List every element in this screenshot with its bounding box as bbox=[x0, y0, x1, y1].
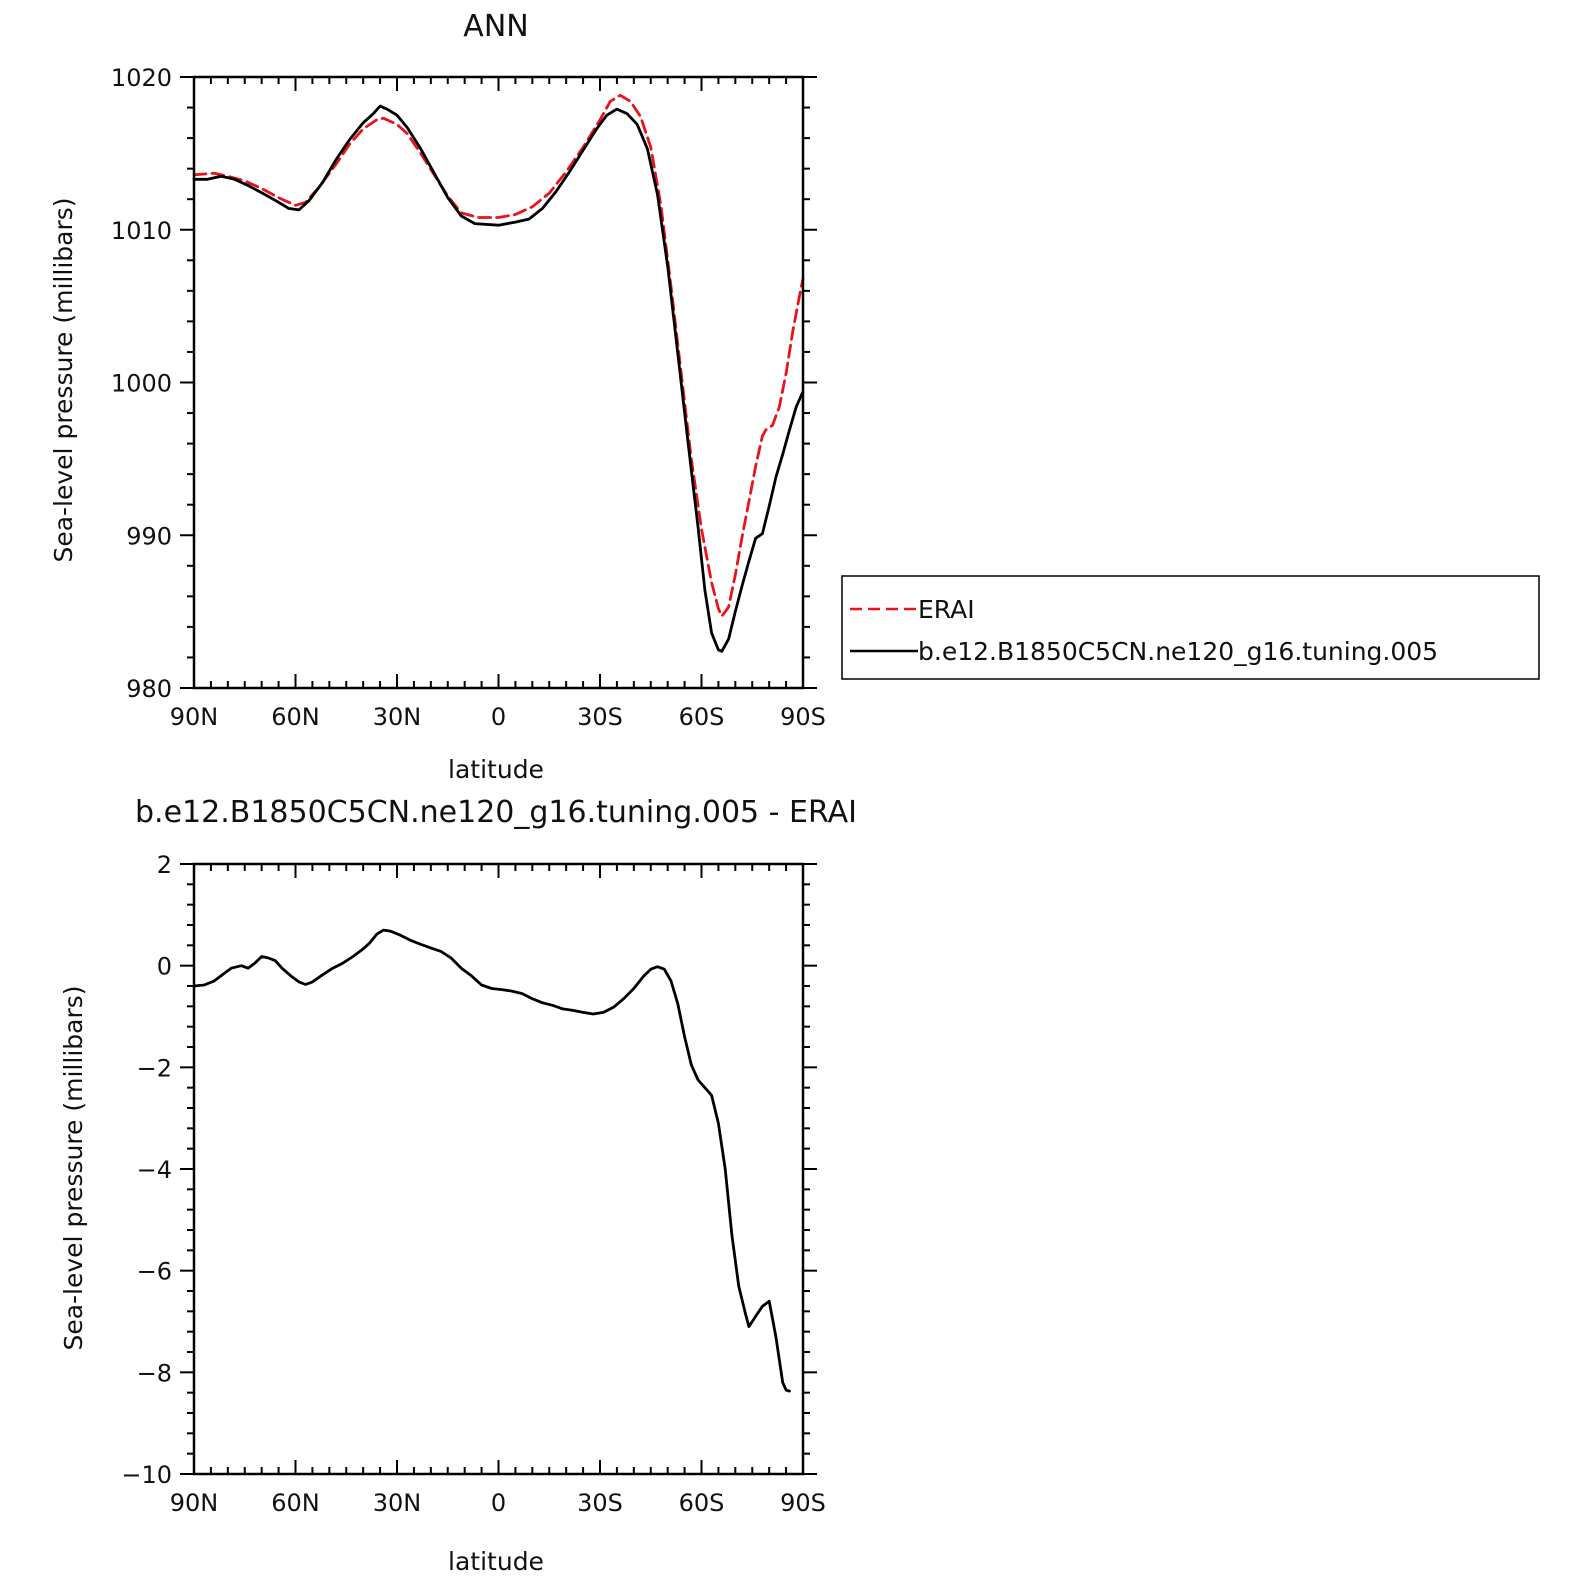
bottom-panel-y-axis-label: Sea-level pressure (millibars) bbox=[59, 985, 88, 1350]
bottom-panel-y-tick-label: −4 bbox=[137, 1156, 172, 1184]
bottom-panel-series-line-0 bbox=[192, 928, 791, 1393]
bottom-panel-y-tick-label: −8 bbox=[137, 1359, 172, 1387]
top-panel-series-line-0 bbox=[192, 93, 805, 618]
top-panel-ticks: 90N 60N 30N 0 30S 60S 90S 980 990 1000 1010 1020 bbox=[111, 64, 826, 731]
bottom-panel-x-tick-label: 30S bbox=[577, 1489, 623, 1517]
bottom-panel: b.e12.B1850C5CN.ne120_g16.tuning.005 - E… bbox=[59, 795, 857, 1576]
bottom-panel-y-tick-label: −2 bbox=[137, 1054, 172, 1082]
legend-label-erai: ERAI bbox=[918, 595, 975, 624]
bottom-panel-y-tick-label: 0 bbox=[157, 953, 172, 981]
bottom-panel-x-axis-label: latitude bbox=[448, 1547, 544, 1576]
top-panel-x-tick-label: 90S bbox=[780, 703, 826, 731]
top-panel-series-line-1 bbox=[192, 104, 805, 653]
top-panel-y-tick-label: 990 bbox=[126, 522, 172, 550]
top-panel: ANN Sea-level pressure (millibars) latit… bbox=[49, 9, 826, 784]
top-panel-x-tick-label: 90N bbox=[170, 703, 219, 731]
top-panel-x-axis-label: latitude bbox=[448, 755, 544, 784]
bottom-panel-x-tick-label: 60S bbox=[679, 1489, 725, 1517]
legend-label-model: b.e12.B1850C5CN.ne120_g16.tuning.005 bbox=[918, 637, 1438, 666]
bottom-panel-x-tick-label: 90S bbox=[780, 1489, 826, 1517]
bottom-panel-x-tick-label: 60N bbox=[271, 1489, 320, 1517]
bottom-panel-x-tick-label: 30N bbox=[373, 1489, 422, 1517]
top-panel-title: ANN bbox=[463, 9, 528, 44]
top-panel-x-tick-label: 60S bbox=[679, 703, 725, 731]
top-panel-x-tick-label: 0 bbox=[491, 703, 506, 731]
top-panel-y-tick-label: 1010 bbox=[111, 217, 172, 245]
bottom-panel-series bbox=[192, 928, 791, 1393]
top-panel-plot-frame bbox=[192, 75, 805, 690]
top-panel-x-tick-label: 30N bbox=[373, 703, 422, 731]
bottom-panel-plot-frame bbox=[192, 862, 805, 1476]
bottom-panel-title: b.e12.B1850C5CN.ne120_g16.tuning.005 - E… bbox=[135, 795, 857, 830]
bottom-panel-ticks: 90N 60N 30N 0 30S 60S 90S −10 −8 −6 −4 −2 0 2 bbox=[121, 851, 826, 1517]
bottom-panel-y-tick-label: 2 bbox=[157, 851, 172, 879]
top-panel-y-tick-label: 1020 bbox=[111, 64, 172, 92]
bottom-panel-y-tick-label: −10 bbox=[121, 1461, 172, 1489]
top-panel-x-tick-label: 30S bbox=[577, 703, 623, 731]
top-panel-y-tick-label: 1000 bbox=[111, 370, 172, 398]
top-panel-y-axis-label: Sea-level pressure (millibars) bbox=[49, 197, 78, 562]
legend-box bbox=[841, 575, 1540, 680]
top-panel-x-tick-label: 60N bbox=[271, 703, 320, 731]
bottom-panel-x-tick-label: 0 bbox=[491, 1489, 506, 1517]
legend: ERAI b.e12.B1850C5CN.ne120_g16.tuning.00… bbox=[841, 575, 1540, 680]
top-panel-series bbox=[192, 93, 805, 653]
top-panel-y-tick-label: 980 bbox=[126, 675, 172, 703]
bottom-panel-x-tick-label: 90N bbox=[170, 1489, 219, 1517]
bottom-panel-y-tick-label: −6 bbox=[137, 1258, 172, 1286]
